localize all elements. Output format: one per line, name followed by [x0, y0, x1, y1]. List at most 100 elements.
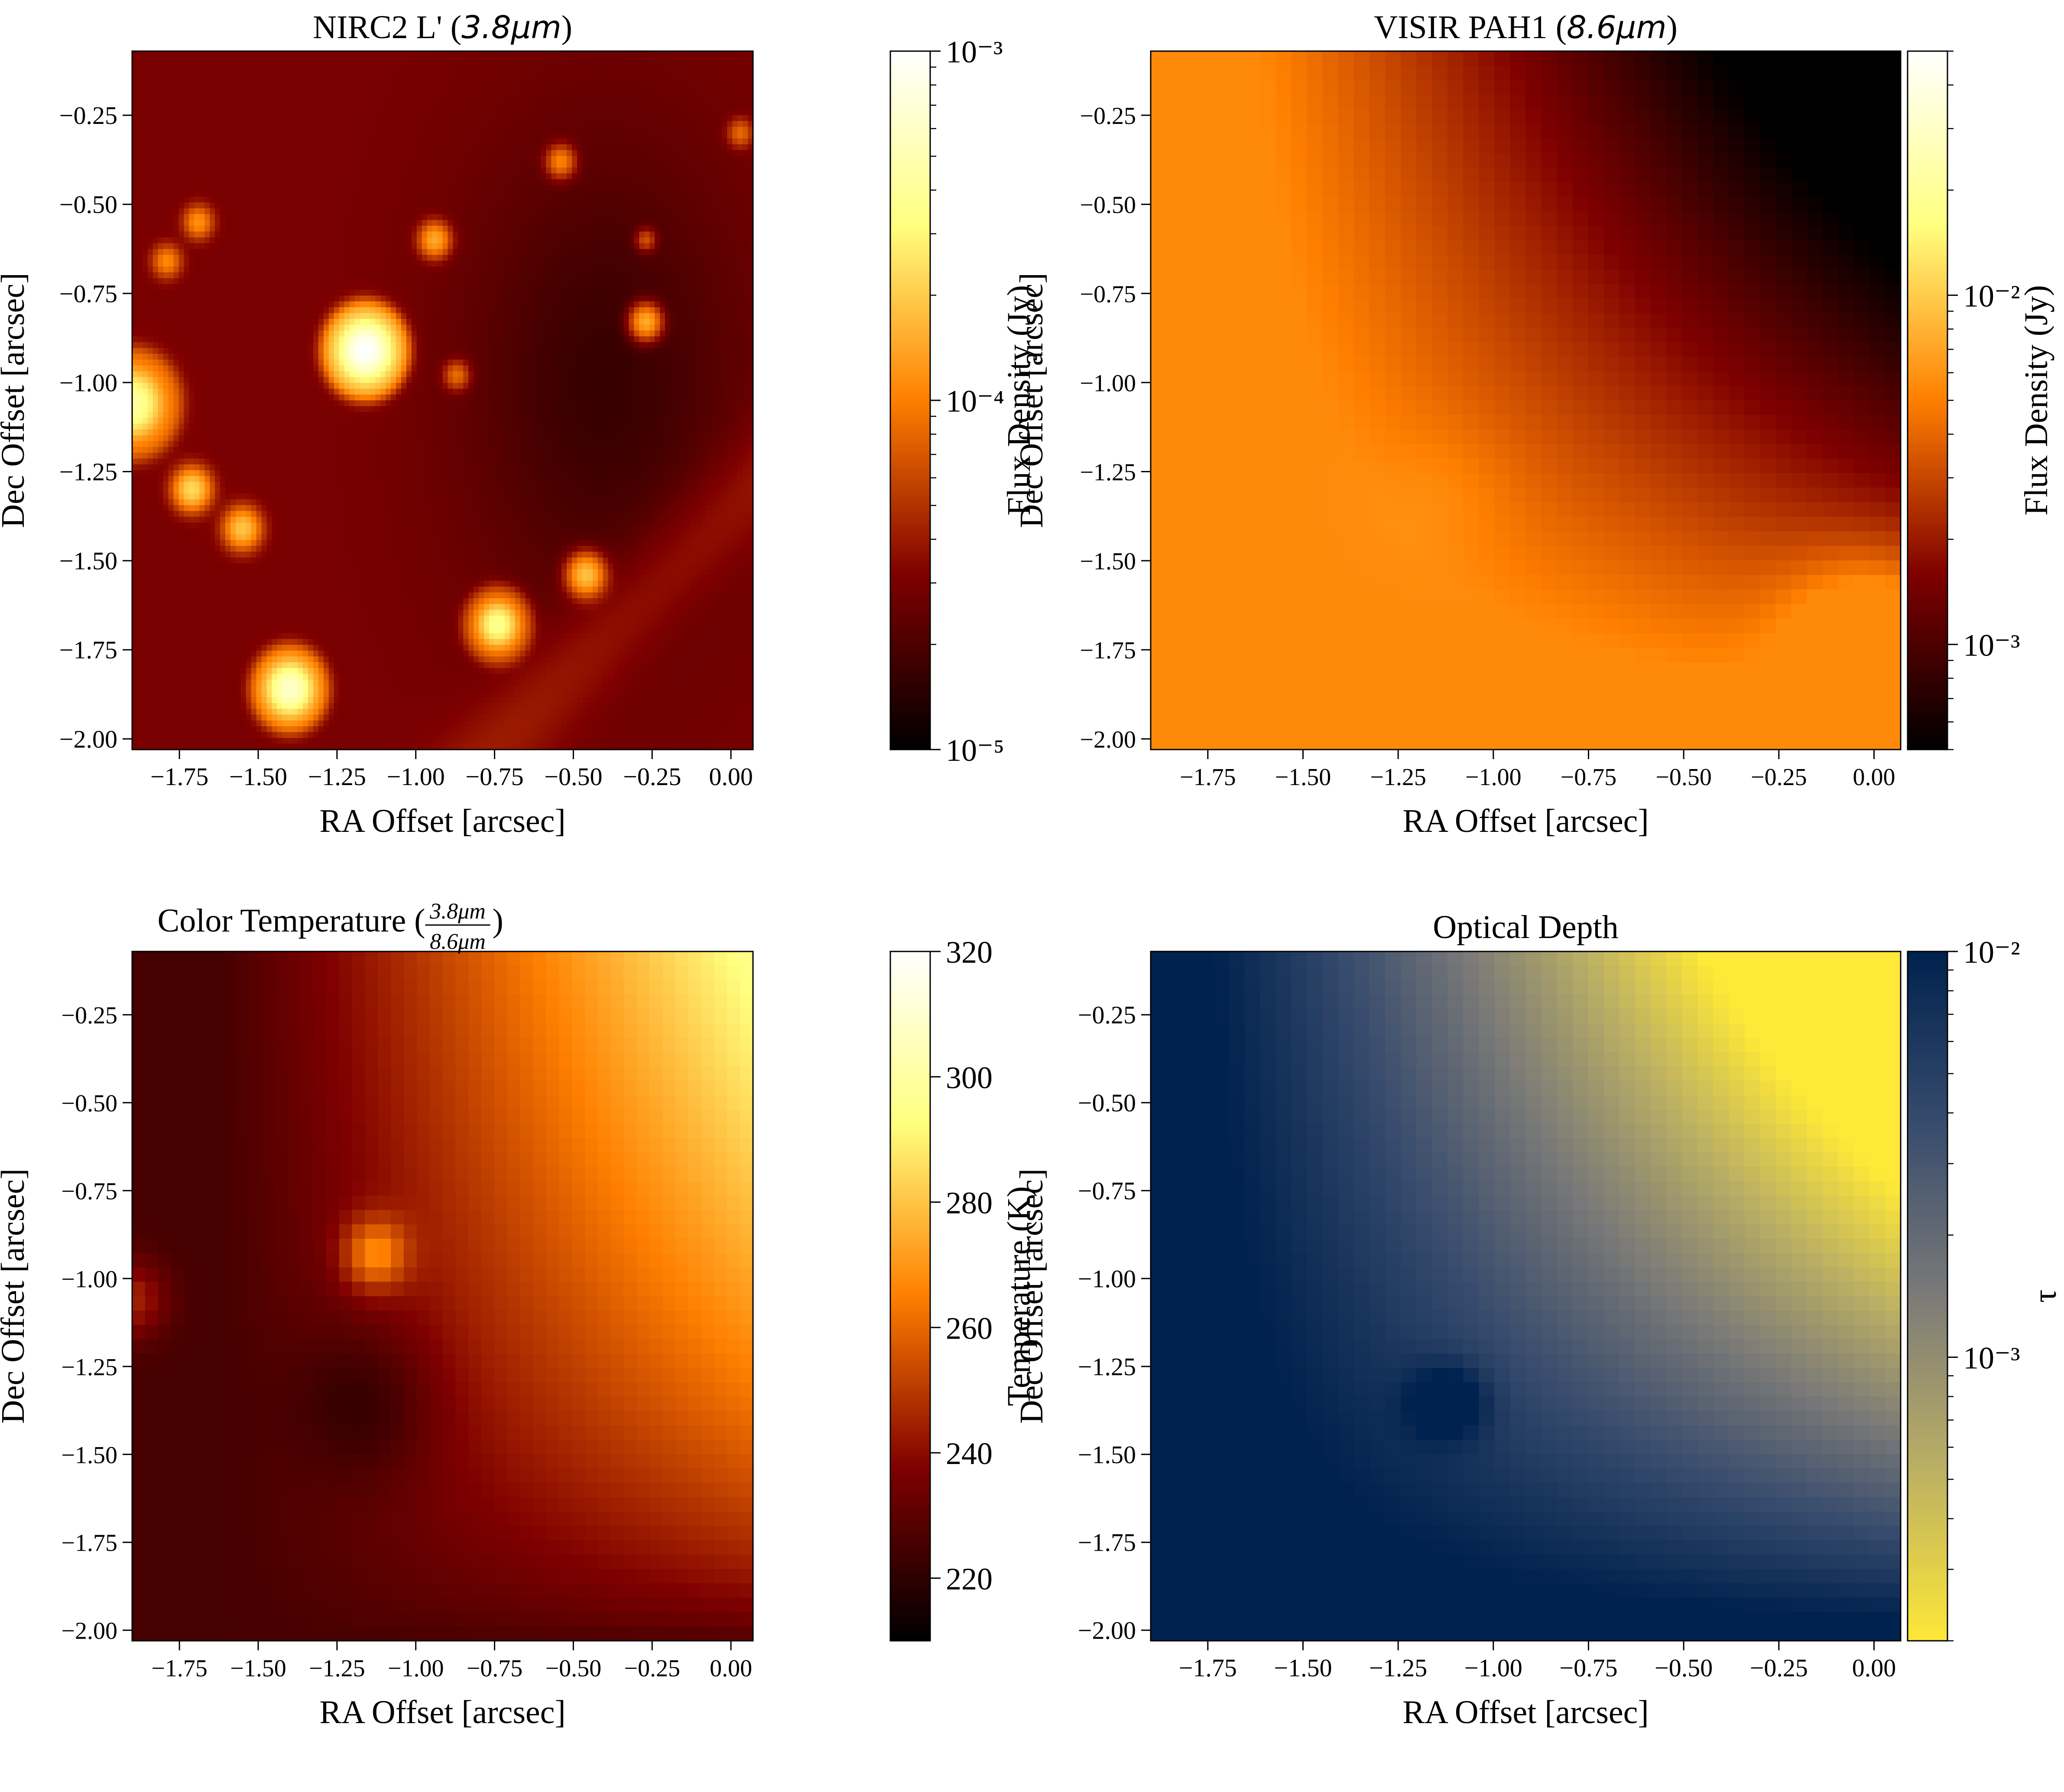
heatmap-cell	[707, 191, 712, 197]
heatmap-cell	[479, 115, 484, 121]
heatmap-cell	[500, 208, 505, 214]
heatmap-cell	[717, 208, 722, 214]
heatmap-cell	[681, 139, 686, 145]
heatmap-cell	[737, 75, 743, 81]
heatmap-cell	[230, 57, 236, 63]
heatmap-cell	[199, 202, 205, 208]
heatmap-cell	[732, 255, 738, 261]
heatmap-cell	[717, 226, 722, 232]
heatmap-cell	[681, 231, 686, 237]
heatmap-cell	[422, 97, 428, 104]
heatmap-cell	[169, 168, 174, 174]
heatmap-cell	[298, 290, 303, 296]
heatmap-cell	[686, 237, 691, 243]
heatmap-cell	[272, 57, 277, 63]
heatmap-cell	[520, 266, 526, 273]
heatmap-cell	[587, 57, 593, 63]
heatmap-cell	[732, 115, 738, 121]
heatmap-cell	[577, 156, 583, 162]
heatmap-cell	[448, 168, 453, 174]
heatmap-cell	[701, 284, 707, 290]
heatmap-cell	[391, 231, 396, 237]
heatmap-cell	[515, 191, 521, 197]
heatmap-cell	[241, 109, 247, 115]
heatmap-cell	[489, 272, 495, 278]
heatmap-cell	[686, 197, 691, 203]
heatmap-cell	[515, 63, 521, 69]
heatmap-cell	[365, 121, 370, 127]
heatmap-cell	[479, 261, 484, 267]
heatmap-cell	[479, 214, 484, 220]
heatmap-cell	[737, 208, 743, 214]
heatmap-cell	[318, 255, 324, 261]
heatmap-cell	[619, 272, 624, 278]
heatmap-cell	[256, 249, 262, 255]
heatmap-cell	[489, 63, 495, 69]
heatmap-cell	[339, 104, 345, 110]
heatmap-cell	[380, 237, 386, 243]
heatmap-cell	[401, 127, 407, 133]
heatmap-cell	[230, 104, 236, 110]
heatmap-cell	[432, 127, 438, 133]
heatmap-cell	[184, 63, 189, 69]
heatmap-cell	[163, 86, 169, 92]
heatmap-cell	[613, 63, 619, 69]
heatmap-cell	[479, 150, 484, 156]
heatmap-cell	[732, 156, 738, 162]
heatmap-cell	[158, 80, 164, 86]
heatmap-cell	[479, 63, 484, 69]
heatmap-cell	[153, 208, 159, 214]
heatmap-cell	[370, 185, 376, 191]
heatmap-cell	[535, 75, 541, 81]
heatmap-cell	[236, 284, 241, 290]
heatmap-cell	[406, 127, 412, 133]
heatmap-cell	[178, 202, 184, 208]
heatmap-cell	[169, 109, 174, 115]
heatmap-cell	[339, 214, 345, 220]
heatmap-cell	[329, 278, 334, 284]
heatmap-cell	[675, 86, 681, 92]
heatmap-cell	[567, 261, 572, 267]
heatmap-cell	[510, 266, 516, 273]
heatmap-cell	[737, 109, 743, 115]
heatmap-cell	[204, 51, 210, 57]
heatmap-cell	[686, 51, 691, 57]
heatmap-cell	[360, 243, 365, 249]
heatmap-cell	[623, 75, 629, 81]
heatmap-cell	[479, 226, 484, 232]
heatmap-cell	[443, 243, 448, 249]
heatmap-cell	[184, 57, 189, 63]
heatmap-cell	[691, 80, 697, 86]
heatmap-cell	[556, 57, 562, 63]
heatmap-cell	[458, 202, 464, 208]
heatmap-cell	[199, 266, 205, 273]
heatmap-cell	[619, 150, 624, 156]
heatmap-cell	[629, 162, 634, 168]
heatmap-cell	[629, 68, 634, 75]
heatmap-cell	[526, 278, 531, 284]
heatmap-cell	[360, 63, 365, 69]
heatmap-cell	[707, 86, 712, 92]
heatmap-cell	[561, 202, 567, 208]
heatmap-cell	[220, 272, 226, 278]
heatmap-cell	[396, 191, 402, 197]
heatmap-cell	[494, 144, 500, 150]
heatmap-cell	[401, 243, 407, 249]
heatmap-cell	[701, 162, 707, 168]
heatmap-cell	[541, 220, 546, 226]
heatmap-cell	[210, 150, 215, 156]
heatmap-cell	[241, 243, 247, 249]
heatmap-cell	[732, 249, 738, 255]
heatmap-cell	[691, 214, 697, 220]
heatmap-cell	[681, 272, 686, 278]
heatmap-cell	[526, 80, 531, 86]
heatmap-cell	[137, 150, 143, 156]
heatmap-cell	[665, 97, 671, 104]
heatmap-cell	[722, 63, 727, 69]
heatmap-cell	[370, 162, 376, 168]
heatmap-cell	[541, 121, 546, 127]
heatmap-cell	[230, 150, 236, 156]
heatmap-cell	[292, 191, 298, 197]
heatmap-cell	[649, 249, 655, 255]
heatmap-cell	[417, 75, 422, 81]
